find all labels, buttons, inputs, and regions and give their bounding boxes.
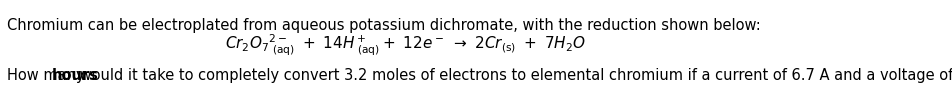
Text: $\mathit{Cr_2O_7}^{2-}_{\ \mathregular{(aq)}}\ +\ 14\mathit{H}^+_{\ \mathregular: $\mathit{Cr_2O_7}^{2-}_{\ \mathregular{(…	[225, 33, 585, 58]
Text: How many: How many	[0, 93, 1, 94]
Text: Chromium can be electroplated from aqueous potassium dichromate, with the reduct: Chromium can be electroplated from aqueo…	[8, 18, 761, 33]
Text: hours: hours	[52, 69, 99, 83]
Text: How many: How many	[8, 69, 89, 83]
Text: would it take to completely convert 3.2 moles of electrons to elemental chromium: would it take to completely convert 3.2 …	[74, 69, 952, 83]
Text: How many: How many	[0, 93, 1, 94]
